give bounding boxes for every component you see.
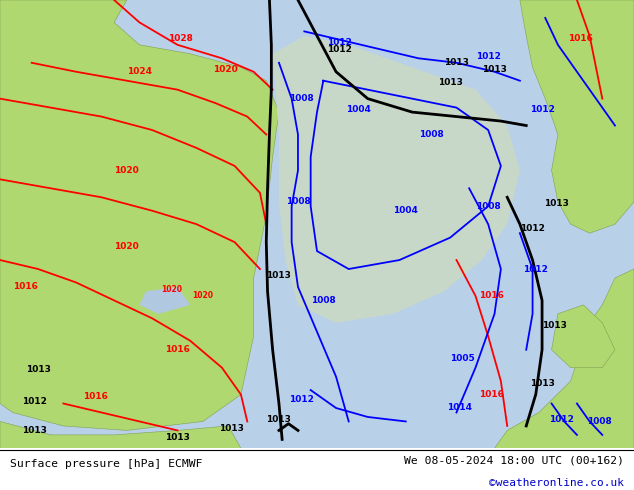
Text: 1012: 1012	[523, 265, 548, 273]
Text: 1012: 1012	[520, 224, 545, 233]
Text: 1020: 1020	[114, 166, 139, 175]
Text: 1016: 1016	[479, 390, 504, 399]
Text: 1024: 1024	[127, 67, 152, 76]
Text: 1020: 1020	[114, 242, 139, 251]
Text: 1013: 1013	[482, 65, 507, 74]
Text: 1016: 1016	[479, 292, 504, 300]
Text: 1008: 1008	[418, 130, 444, 139]
Text: 1013: 1013	[529, 379, 555, 388]
Text: We 08-05-2024 18:00 UTC (00+162): We 08-05-2024 18:00 UTC (00+162)	[404, 455, 624, 465]
Polygon shape	[520, 0, 634, 233]
Polygon shape	[0, 421, 241, 448]
Text: 1012: 1012	[327, 45, 352, 54]
Text: 1013: 1013	[444, 58, 469, 67]
Text: Surface pressure [hPa] ECMWF: Surface pressure [hPa] ECMWF	[10, 459, 202, 469]
Text: 1013: 1013	[219, 424, 244, 433]
Text: 1008: 1008	[288, 94, 314, 103]
Text: 1013: 1013	[266, 271, 292, 280]
Text: 1013: 1013	[542, 320, 567, 330]
Text: 1012: 1012	[327, 38, 352, 47]
Text: 1012: 1012	[529, 105, 555, 114]
Text: 1013: 1013	[437, 78, 463, 87]
Text: 1004: 1004	[393, 206, 418, 215]
Text: 1020: 1020	[212, 65, 238, 74]
Text: ©weatheronline.co.uk: ©weatheronline.co.uk	[489, 477, 624, 488]
Text: 1013: 1013	[544, 199, 569, 209]
Text: 1008: 1008	[311, 296, 336, 305]
Text: 1012: 1012	[548, 415, 574, 424]
Text: 1013: 1013	[266, 415, 292, 424]
Text: 1014: 1014	[447, 403, 472, 413]
Text: 1012: 1012	[288, 394, 314, 404]
Polygon shape	[0, 0, 279, 430]
Polygon shape	[552, 305, 615, 368]
Polygon shape	[495, 269, 634, 448]
Text: 1005: 1005	[450, 354, 476, 363]
Text: 1016: 1016	[567, 34, 593, 43]
Text: 1008: 1008	[285, 197, 311, 206]
Text: 1008: 1008	[476, 202, 501, 211]
Text: 1028: 1028	[168, 34, 193, 43]
Text: 1013: 1013	[25, 366, 51, 374]
Text: 1020: 1020	[160, 285, 182, 294]
Polygon shape	[139, 287, 190, 314]
Text: 1004: 1004	[346, 105, 371, 114]
Text: 1016: 1016	[165, 345, 190, 354]
Text: 1020: 1020	[192, 292, 214, 300]
Text: 1008: 1008	[586, 417, 612, 426]
Polygon shape	[273, 36, 520, 323]
Text: 1013: 1013	[165, 433, 190, 441]
Text: 1012: 1012	[476, 51, 501, 61]
Text: 1013: 1013	[22, 426, 48, 435]
Text: 1012: 1012	[22, 397, 48, 406]
Text: 1016: 1016	[82, 392, 108, 401]
Text: 1016: 1016	[13, 282, 38, 292]
